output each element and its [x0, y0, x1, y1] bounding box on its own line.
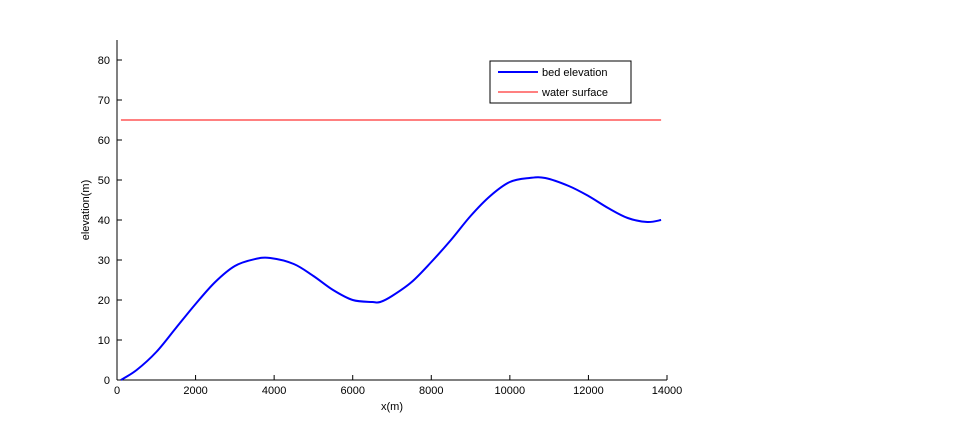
series-layer — [120, 119, 662, 381]
x-tick-label: 8000 — [419, 385, 443, 397]
ticks: 0 2000 4000 6000 8000 10000 12000 14000 0 10 20 30 4… — [98, 55, 683, 397]
x-tick-label: 2000 — [183, 385, 207, 397]
y-tick-label: 0 — [104, 375, 110, 387]
y-tick-label: 40 — [98, 215, 110, 227]
y-tick-label: 10 — [98, 335, 110, 347]
y-tick-label: 80 — [98, 55, 110, 67]
y-axis-label: elevation(m) — [80, 180, 92, 241]
series-line-bed-elevation — [120, 176, 662, 381]
legend: bed elevation water surface — [489, 60, 632, 104]
x-tick-label: 6000 — [340, 385, 364, 397]
legend-label-bed-elevation: bed elevation — [542, 67, 607, 79]
x-axis-label: x(m) — [381, 401, 403, 413]
x-tick-label: 14000 — [652, 385, 683, 397]
y-tick-label: 20 — [98, 295, 110, 307]
y-tick-label: 60 — [98, 135, 110, 147]
x-tick-label: 10000 — [495, 385, 526, 397]
y-tick-label: 30 — [98, 255, 110, 267]
legend-box — [489, 60, 632, 104]
y-tick-label: 70 — [98, 95, 110, 107]
legend-label-water-surface: water surface — [541, 87, 608, 99]
axes — [116, 40, 667, 381]
x-tick-label: 12000 — [573, 385, 604, 397]
x-tick-label: 4000 — [262, 385, 286, 397]
y-tick-label: 50 — [98, 175, 110, 187]
x-tick-label: 0 — [114, 385, 120, 397]
